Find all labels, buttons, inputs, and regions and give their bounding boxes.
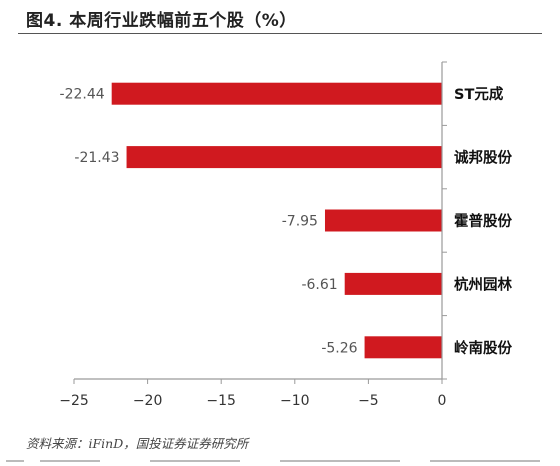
category-label-0: ST元成 — [454, 85, 504, 103]
value-label-1: -21.43 — [74, 150, 119, 166]
value-label-2: -7.95 — [282, 214, 318, 230]
x-tick-label-5: 0 — [438, 393, 447, 409]
bar-3 — [344, 272, 442, 295]
value-label-3: -6.61 — [301, 277, 337, 293]
x-tick-label-0: −25 — [59, 393, 89, 409]
bar-0 — [111, 82, 442, 105]
category-label-1: 诚邦股份 — [454, 149, 512, 167]
x-tick-label-2: −15 — [206, 393, 236, 409]
x-tick-label-3: −10 — [280, 393, 310, 409]
chart-title: 图4. 本周行业跌幅前五个股（%） — [26, 11, 297, 31]
bars-layer — [111, 82, 442, 359]
x-tick-label-1: −20 — [133, 393, 163, 409]
title-divider — [18, 33, 542, 34]
bar-chart: -22.44 ST元成 -21.43 诚邦股份 -7.95 霍普股份 -6.61 杭州园林 -5… — [59, 61, 512, 409]
value-label-4: -5.26 — [321, 340, 357, 356]
axis-layer — [73, 61, 447, 384]
source-note: 资料来源：iFinD，国投证券证券研究所 — [26, 436, 249, 451]
category-label-2: 霍普股份 — [454, 212, 512, 230]
value-label-0: -22.44 — [60, 87, 105, 103]
labels-layer: -22.44 ST元成 -21.43 诚邦股份 -7.95 霍普股份 -6.61 杭州园林 -5… — [59, 85, 512, 409]
bar-4 — [364, 336, 442, 359]
bar-2 — [324, 209, 442, 232]
x-tick-label-4: −5 — [358, 393, 379, 409]
page-cut-fragment — [0, 456, 560, 466]
category-label-3: 杭州园林 — [454, 275, 512, 293]
bar-1 — [126, 146, 442, 169]
category-label-4: 岭南股份 — [454, 339, 512, 357]
